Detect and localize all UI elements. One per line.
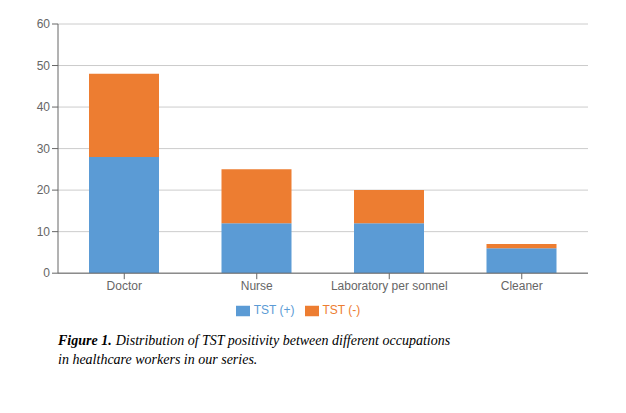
- svg-text:40: 40: [37, 100, 51, 114]
- html-text:in healthcare workers in our s: in healthcare workers in our series.: [58, 352, 258, 367]
- html-text:Figure 1. Distribution of TST: Figure 1. Distribution of TST positivity…: [58, 333, 451, 348]
- svg-text:0: 0: [43, 266, 50, 280]
- svg-text:20: 20: [37, 183, 51, 197]
- svg-text:10: 10: [37, 225, 51, 239]
- svg-text:60: 60: [37, 17, 51, 31]
- svg-text:50: 50: [37, 59, 51, 73]
- svg-text:Doctor: Doctor: [107, 279, 142, 293]
- html-text:TST (+): TST (+): [253, 303, 295, 318]
- svg-text:30: 30: [37, 142, 51, 156]
- svg-text:Laboratory per sonnel: Laboratory per sonnel: [331, 279, 448, 293]
- svg-text:Cleaner: Cleaner: [501, 279, 543, 293]
- html-text:TST (-): TST (-): [322, 303, 361, 318]
- svg-text:Nurse: Nurse: [241, 279, 273, 293]
